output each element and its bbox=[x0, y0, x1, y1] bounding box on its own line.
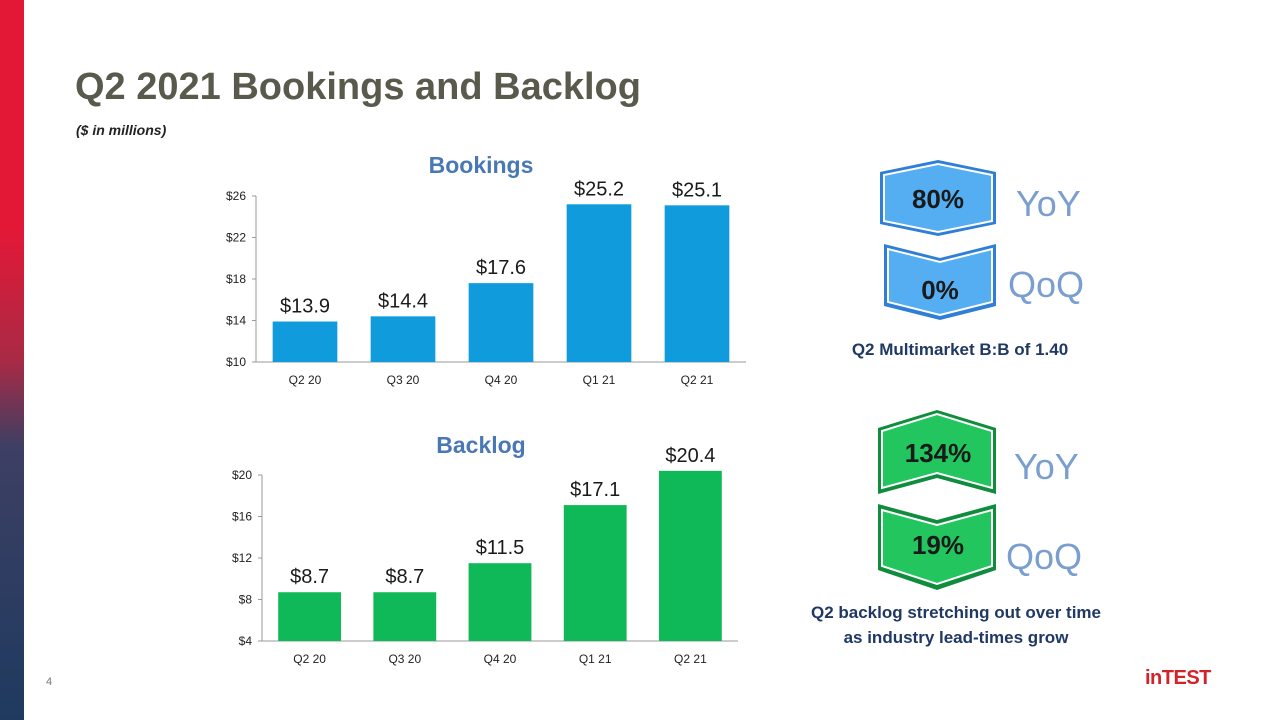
backlog-yoy-value: 134% bbox=[904, 438, 972, 468]
backlog-caption-line-2: as industry lead-times grow bbox=[843, 628, 1069, 647]
bookings-data-label: $25.1 bbox=[672, 179, 722, 201]
backlog-yoy-badge-icon bbox=[878, 410, 996, 494]
bookings-y-tick-label: $18 bbox=[226, 272, 246, 286]
backlog-x-tick-label: Q4 20 bbox=[484, 652, 517, 666]
backlog-y-tick-label: $20 bbox=[232, 468, 252, 482]
backlog-yoy-label: YoY bbox=[1014, 446, 1079, 487]
backlog-x-tick-label: Q3 20 bbox=[388, 652, 421, 666]
bookings-x-tick-label: Q2 20 bbox=[289, 373, 322, 387]
backlog-data-label: $11.5 bbox=[476, 537, 525, 559]
bookings-x-tick-label: Q1 21 bbox=[583, 373, 616, 387]
bookings-data-label: $13.9 bbox=[280, 296, 330, 318]
bookings-chart-title: Bookings bbox=[428, 152, 534, 178]
backlog-chart-title: Backlog bbox=[436, 432, 526, 458]
backlog-y-tick-label: $12 bbox=[232, 551, 252, 565]
backlog-x-tick-label: Q2 20 bbox=[293, 652, 326, 666]
backlog-data-label: $20.4 bbox=[665, 445, 715, 467]
backlog-y-tick-label: $16 bbox=[232, 510, 252, 524]
bookings-yoy-value: 80% bbox=[911, 184, 965, 214]
bookings-y-tick-label: $10 bbox=[226, 355, 246, 369]
page-title: Q2 2021 Bookings and Backlog bbox=[75, 66, 641, 108]
bookings-x-tick-label: Q2 21 bbox=[681, 373, 714, 387]
bookings-bar bbox=[566, 204, 632, 362]
backlog-bar bbox=[468, 563, 532, 641]
backlog-caption-line-1: Q2 backlog stretching out over time bbox=[810, 603, 1101, 622]
bookings-yoy-label: YoY bbox=[1016, 183, 1081, 224]
backlog-x-tick-label: Q1 21 bbox=[579, 652, 612, 666]
backlog-data-label: $8.7 bbox=[385, 566, 424, 588]
bookings-qoq-badge-icon bbox=[884, 244, 996, 320]
backlog-qoq-value: 19% bbox=[911, 530, 965, 560]
bookings-caption: Q2 Multimarket B:B of 1.40 bbox=[851, 340, 1069, 359]
backlog-qoq-badge-icon bbox=[878, 504, 996, 590]
bookings-bar bbox=[468, 283, 534, 362]
backlog-bar bbox=[278, 592, 342, 641]
bookings-bar bbox=[664, 205, 730, 362]
bookings-data-label: $25.2 bbox=[574, 178, 624, 200]
backlog-y-tick-label: $4 bbox=[239, 634, 253, 648]
backlog-data-label: $17.1 bbox=[570, 479, 620, 501]
backlog-qoq-label: QoQ bbox=[1006, 536, 1083, 577]
bookings-bar bbox=[272, 321, 338, 362]
bookings-qoq-value: 0% bbox=[921, 275, 959, 305]
bookings-bar bbox=[370, 316, 436, 362]
backlog-bar bbox=[563, 505, 627, 641]
bookings-x-tick-label: Q4 20 bbox=[485, 373, 518, 387]
bookings-data-label: $17.6 bbox=[476, 257, 526, 279]
units-note: ($ in millions) bbox=[76, 122, 167, 138]
bookings-y-tick-label: $14 bbox=[226, 314, 246, 328]
backlog-x-tick-label: Q2 21 bbox=[674, 652, 707, 666]
bookings-y-tick-label: $22 bbox=[226, 231, 246, 245]
backlog-y-tick-label: $8 bbox=[239, 593, 253, 607]
page-number: 4 bbox=[46, 676, 53, 688]
backlog-data-label: $8.7 bbox=[290, 566, 329, 588]
bookings-y-tick-label: $26 bbox=[226, 189, 246, 203]
bookings-data-label: $14.4 bbox=[378, 290, 428, 312]
backlog-bar bbox=[658, 470, 722, 641]
backlog-bar bbox=[373, 592, 437, 641]
company-logo: inTEST bbox=[1145, 667, 1211, 689]
bookings-x-tick-label: Q3 20 bbox=[387, 373, 420, 387]
backlog-caption: Q2 backlog stretching out over time as i… bbox=[760, 600, 1152, 650]
side-color-bar bbox=[0, 0, 24, 720]
bookings-qoq-label: QoQ bbox=[1008, 264, 1085, 305]
bookings-yoy-badge-icon bbox=[880, 160, 996, 236]
